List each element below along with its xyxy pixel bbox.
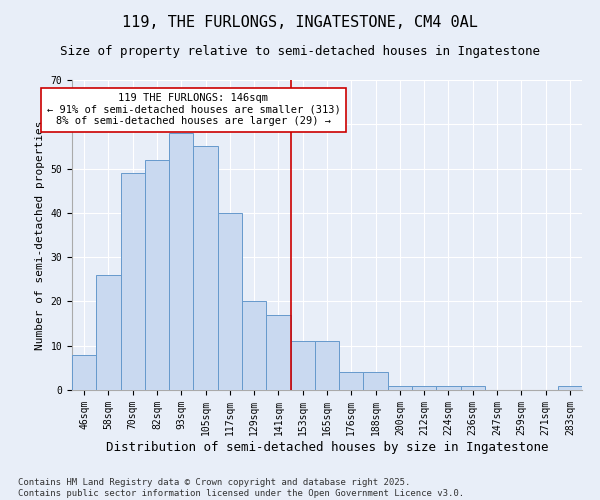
Y-axis label: Number of semi-detached properties: Number of semi-detached properties xyxy=(35,120,45,350)
Bar xyxy=(169,133,193,390)
Bar xyxy=(436,386,461,390)
Bar xyxy=(339,372,364,390)
Text: Contains HM Land Registry data © Crown copyright and database right 2025.
Contai: Contains HM Land Registry data © Crown c… xyxy=(18,478,464,498)
Bar xyxy=(72,354,96,390)
X-axis label: Distribution of semi-detached houses by size in Ingatestone: Distribution of semi-detached houses by … xyxy=(106,440,548,454)
Bar xyxy=(315,342,339,390)
Text: 119 THE FURLONGS: 146sqm
← 91% of semi-detached houses are smaller (313)
8% of s: 119 THE FURLONGS: 146sqm ← 91% of semi-d… xyxy=(47,94,340,126)
Bar xyxy=(96,275,121,390)
Bar xyxy=(364,372,388,390)
Text: Size of property relative to semi-detached houses in Ingatestone: Size of property relative to semi-detach… xyxy=(60,45,540,58)
Bar xyxy=(461,386,485,390)
Bar xyxy=(218,213,242,390)
Bar xyxy=(242,302,266,390)
Bar xyxy=(121,173,145,390)
Bar xyxy=(193,146,218,390)
Bar xyxy=(266,314,290,390)
Text: 119, THE FURLONGS, INGATESTONE, CM4 0AL: 119, THE FURLONGS, INGATESTONE, CM4 0AL xyxy=(122,15,478,30)
Bar xyxy=(388,386,412,390)
Bar xyxy=(412,386,436,390)
Bar xyxy=(558,386,582,390)
Bar xyxy=(145,160,169,390)
Bar xyxy=(290,342,315,390)
